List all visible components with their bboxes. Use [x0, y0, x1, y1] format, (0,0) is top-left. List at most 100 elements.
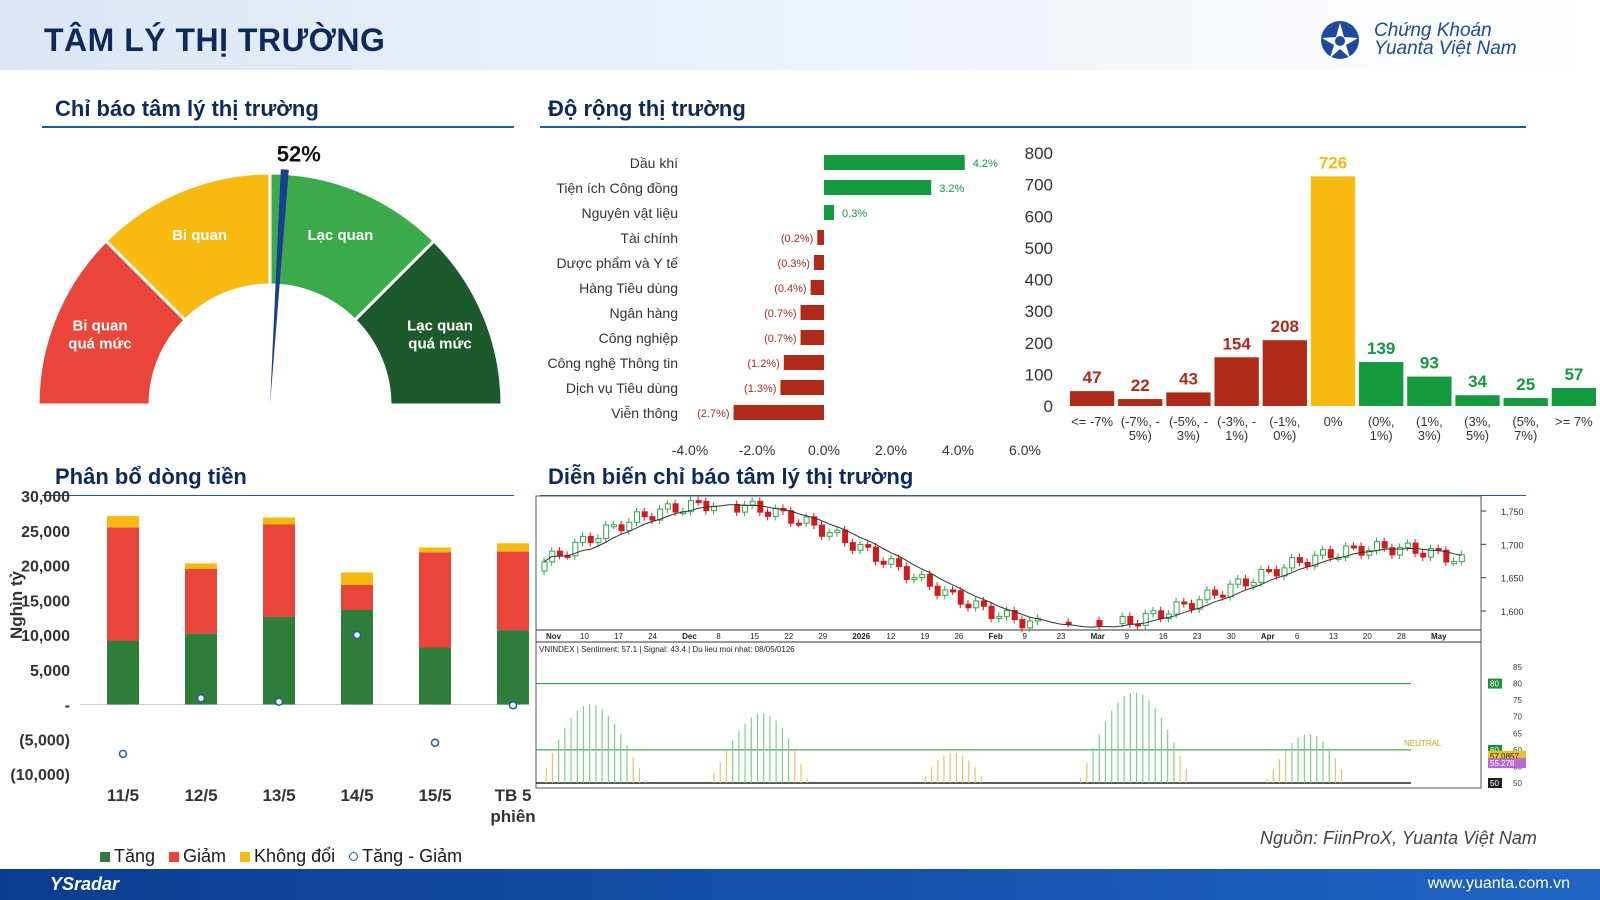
candle-body-87 — [1212, 589, 1219, 596]
dist-value-5: 726 — [1319, 153, 1347, 172]
sentiment-tick-0: 50 — [1513, 779, 1522, 788]
sector-bar-5 — [810, 280, 824, 295]
dist-bar-10 — [1551, 387, 1597, 406]
candle-body-101 — [1320, 549, 1327, 556]
dist-category-5-0: 0% — [1324, 414, 1343, 429]
candle-body-92 — [1250, 581, 1257, 587]
date-label-21: Apr — [1261, 632, 1275, 641]
candle-body-83 — [1181, 601, 1188, 605]
sector-category-3: Tài chính — [620, 230, 678, 246]
flow-bar-1-3 — [341, 584, 373, 610]
candle-body-41 — [857, 544, 864, 551]
marker-box-0 — [1488, 678, 1502, 689]
price-tick-3: 1,750 — [1501, 507, 1524, 517]
dist-value-8: 34 — [1468, 372, 1487, 391]
candle-body-16 — [664, 503, 671, 510]
dist-value-6: 139 — [1367, 339, 1395, 358]
candle-body-10 — [618, 524, 625, 532]
legend-label-tang: Tăng — [114, 846, 156, 866]
dist-value-4: 208 — [1271, 317, 1299, 336]
dist-ytick-7: 700 — [1025, 176, 1053, 195]
flow-net-point-0 — [118, 749, 128, 759]
flow-section-line — [42, 495, 514, 496]
candle-body-86 — [1204, 589, 1211, 601]
website-link[interactable]: www.yuanta.com.vn — [1427, 875, 1570, 892]
logo-text-line1: Chứng Khoán — [1374, 20, 1492, 41]
dist-bar-2 — [1166, 392, 1211, 406]
dist-bar-5 — [1310, 176, 1356, 406]
candle-body-90 — [1235, 578, 1242, 585]
flow-category-5-0: TB 5 — [495, 786, 532, 805]
flow-bar-0-2 — [263, 616, 295, 705]
dist-category-4-1: 0%) — [1273, 428, 1296, 443]
candle-body-72 — [1096, 619, 1103, 626]
candle-body-20 — [695, 500, 702, 504]
flow-ytick-3: 5,000 — [30, 663, 70, 680]
indicator-text: VNINDEX | Sentiment: 57.1 | Signal: 43.4… — [539, 645, 795, 654]
candle-body-57 — [980, 600, 987, 607]
date-label-11: 19 — [920, 632, 929, 641]
gauge-label-0: Bi quan — [73, 318, 128, 335]
flow-category-5-1: phiên — [490, 807, 535, 826]
date-label-3: 24 — [648, 632, 657, 641]
sector-bar-1 — [824, 180, 932, 195]
gauge-needle — [270, 169, 289, 405]
dist-bar-9 — [1503, 398, 1548, 406]
dist-bar-8 — [1455, 395, 1500, 406]
marker-label-2: 57.0857 — [1490, 752, 1519, 761]
sector-xtick-5: 6.0% — [1009, 442, 1041, 458]
dist-category-7-0: (1%, — [1416, 414, 1443, 429]
date-label-4: Dec — [682, 632, 697, 641]
dist-category-9-0: (5%, — [1512, 414, 1539, 429]
sector-category-6: Ngân hàng — [609, 305, 678, 321]
candle-body-26 — [741, 504, 748, 513]
sector-category-9: Dịch vụ Tiêu dùng — [566, 380, 678, 396]
date-label-5: 8 — [716, 632, 721, 641]
candle-body-13 — [641, 511, 648, 518]
sector-category-4: Dược phẩm và Y tế — [556, 255, 678, 271]
sector-value-4: (0.3%) — [778, 258, 810, 270]
flow-ytick-6: 20,000 — [21, 559, 70, 576]
sector-xtick-0: -4.0% — [672, 442, 709, 458]
legend-label-giam: Giảm — [183, 846, 227, 866]
candle-body-25 — [734, 504, 741, 513]
sector-bar-9 — [780, 380, 824, 395]
candle-body-68 — [1065, 621, 1072, 625]
date-label-24: 20 — [1363, 632, 1372, 641]
dist-ytick-8: 800 — [1025, 144, 1053, 163]
marker-box-4 — [1488, 778, 1502, 788]
flow-bar-1-2 — [263, 524, 295, 617]
dist-value-0: 47 — [1083, 368, 1102, 387]
date-label-26: May — [1431, 632, 1447, 641]
sector-bar-7 — [800, 330, 824, 345]
candle-body-51 — [934, 585, 941, 596]
sector-bar-10 — [733, 405, 824, 420]
dist-bar-3 — [1214, 357, 1259, 406]
dist-bar-4 — [1262, 340, 1307, 406]
legend-item-khong-doi: Không đổi — [240, 846, 335, 867]
dist-ytick-4: 400 — [1025, 271, 1053, 290]
candle-body-100 — [1312, 554, 1319, 567]
dist-value-1: 22 — [1131, 376, 1150, 395]
breadth-section-title: Độ rộng thị trường — [548, 96, 746, 121]
candle-body-93 — [1258, 569, 1265, 583]
dist-value-9: 25 — [1516, 375, 1535, 394]
flow-bar-1-1 — [185, 568, 217, 634]
candle-body-39 — [842, 529, 849, 544]
sector-value-8: (1.2%) — [747, 358, 779, 370]
candle-body-98 — [1296, 557, 1303, 563]
sentiment-tick-4: 70 — [1513, 713, 1522, 722]
flow-ylabel: Nghìn tỷ — [7, 570, 26, 639]
dist-category-9-1: 7%) — [1514, 428, 1537, 443]
candle-body-48 — [911, 577, 918, 581]
gauge-value-label: 52% — [277, 141, 321, 166]
dist-category-6-1: 1%) — [1370, 428, 1393, 443]
candle-body-63 — [1027, 620, 1034, 629]
gauge-segment-3 — [352, 238, 504, 407]
marker-label-1: 60 — [1490, 746, 1499, 755]
sector-category-5: Hàng Tiêu dùng — [579, 280, 678, 296]
flow-bar-0-1 — [185, 633, 217, 705]
candle-body-0 — [541, 561, 548, 572]
candle-body-97 — [1289, 557, 1296, 569]
date-label-19: 23 — [1193, 632, 1202, 641]
